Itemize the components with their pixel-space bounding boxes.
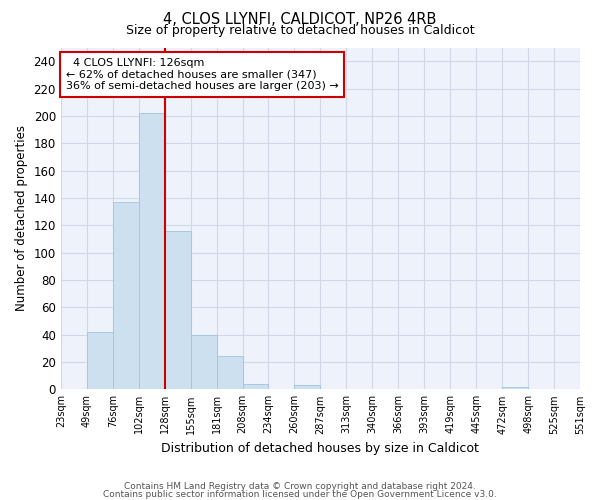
X-axis label: Distribution of detached houses by size in Caldicot: Distribution of detached houses by size … xyxy=(161,442,479,455)
Y-axis label: Number of detached properties: Number of detached properties xyxy=(15,126,28,312)
Bar xyxy=(139,113,164,390)
Bar xyxy=(502,386,528,390)
Bar xyxy=(87,332,113,390)
Text: 4 CLOS LLYNFI: 126sqm
← 62% of detached houses are smaller (347)
36% of semi-det: 4 CLOS LLYNFI: 126sqm ← 62% of detached … xyxy=(66,58,339,91)
Text: Size of property relative to detached houses in Caldicot: Size of property relative to detached ho… xyxy=(125,24,475,37)
Text: Contains public sector information licensed under the Open Government Licence v3: Contains public sector information licen… xyxy=(103,490,497,499)
Bar xyxy=(217,356,242,390)
Text: Contains HM Land Registry data © Crown copyright and database right 2024.: Contains HM Land Registry data © Crown c… xyxy=(124,482,476,491)
Bar xyxy=(295,385,320,390)
Bar xyxy=(191,334,217,390)
Bar xyxy=(113,202,139,390)
Bar xyxy=(164,230,191,390)
Bar xyxy=(242,384,268,390)
Text: 4, CLOS LLYNFI, CALDICOT, NP26 4RB: 4, CLOS LLYNFI, CALDICOT, NP26 4RB xyxy=(163,12,437,28)
